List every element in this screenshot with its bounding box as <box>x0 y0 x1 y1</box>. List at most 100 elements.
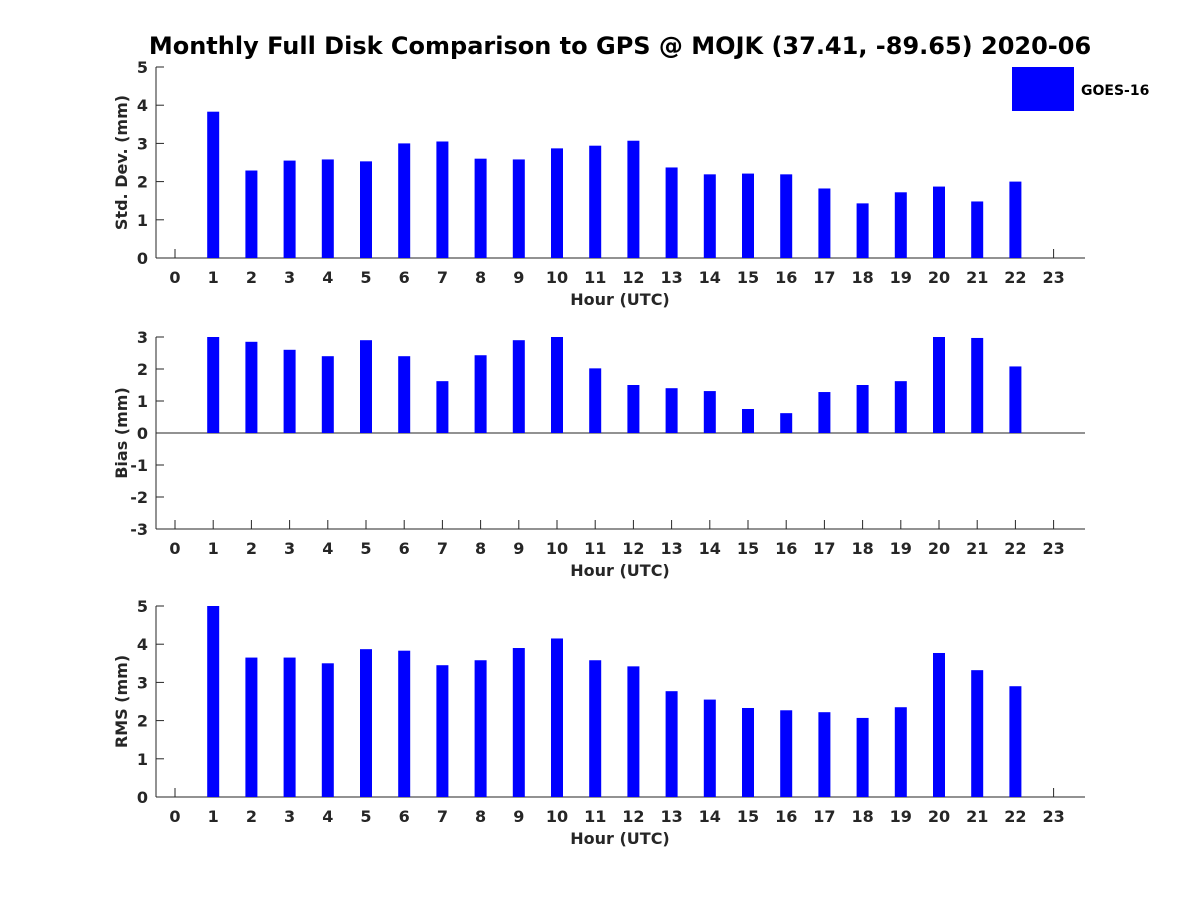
rms-bar-hour-20 <box>933 652 945 797</box>
bias-bar-hour-1 <box>207 337 220 433</box>
std-bar-hour-21 <box>971 201 984 258</box>
std-bar-hour-8 <box>474 158 487 258</box>
std-bar-hour-17 <box>818 188 831 258</box>
std-x-tick-label: 18 <box>851 268 873 287</box>
std-bar-hour-16 <box>780 174 793 258</box>
rms-bar-hour-12 <box>627 666 640 797</box>
rms-y-tick-label: 2 <box>137 712 148 731</box>
rms-x-tick-label: 4 <box>322 807 333 826</box>
bias-y-tick-label: -3 <box>130 520 148 539</box>
bias-y-tick-label: 0 <box>137 424 148 443</box>
rms-x-tick-label: 11 <box>584 807 606 826</box>
bias-x-tick-label: 10 <box>546 539 568 558</box>
bias-x-tick-label: 23 <box>1042 539 1064 558</box>
rms-y-tick-label: 5 <box>137 597 148 616</box>
bias-x-tick-label: 5 <box>360 539 371 558</box>
std-x-tick-label: 10 <box>546 268 568 287</box>
std-y-axis-label: Std. Dev. (mm) <box>112 95 131 230</box>
rms-bar-hour-3 <box>283 657 296 797</box>
rms-x-tick-label: 0 <box>169 807 180 826</box>
std-y-tick-label: 4 <box>137 96 148 115</box>
std-x-tick-label: 14 <box>699 268 721 287</box>
rms-bar-hour-17 <box>818 712 831 797</box>
bias-x-axis-label: Hour (UTC) <box>570 561 670 580</box>
rms-x-tick-label: 9 <box>513 807 524 826</box>
rms-x-tick-label: 23 <box>1042 807 1064 826</box>
rms-bar-hour-22 <box>1009 686 1022 797</box>
std-x-tick-label: 13 <box>660 268 682 287</box>
rms-bar-hour-10 <box>551 638 563 797</box>
bias-bar-hour-20 <box>933 337 945 433</box>
std-bar-hour-2 <box>245 170 258 258</box>
std-y-tick-label: 5 <box>137 58 148 77</box>
std-x-tick-label: 16 <box>775 268 797 287</box>
std-x-tick-label: 1 <box>208 268 219 287</box>
std-bar-hour-10 <box>551 148 563 258</box>
rms-bar-hour-4 <box>321 663 334 797</box>
rms-bar-hour-14 <box>703 699 716 797</box>
rms-bar-hour-18 <box>856 717 869 797</box>
rms-x-tick-label: 14 <box>699 807 721 826</box>
bias-x-tick-label: 13 <box>660 539 682 558</box>
bias-y-tick-label: 3 <box>137 328 148 347</box>
rms-bar-hour-19 <box>894 707 907 797</box>
rms-x-tick-label: 6 <box>399 807 410 826</box>
bias-x-tick-label: 9 <box>513 539 524 558</box>
rms-x-tick-label: 22 <box>1004 807 1026 826</box>
std-x-tick-label: 19 <box>890 268 912 287</box>
std-bar-hour-12 <box>627 140 640 258</box>
std-bar-hour-3 <box>283 160 296 258</box>
rms-x-tick-label: 7 <box>437 807 448 826</box>
std-bar-hour-7 <box>436 141 449 258</box>
bias-bar-hour-15 <box>742 409 754 433</box>
bias-bar-hour-22 <box>1009 366 1022 433</box>
bias-bar-hour-16 <box>780 413 793 433</box>
bias-bar-hour-5 <box>360 340 372 433</box>
bias-x-tick-label: 11 <box>584 539 606 558</box>
bias-bar-hour-13 <box>665 388 678 433</box>
std-x-tick-label: 3 <box>284 268 295 287</box>
bias-bar-hour-19 <box>894 381 907 433</box>
bias-bar-hour-7 <box>436 381 449 433</box>
std-x-tick-label: 22 <box>1004 268 1026 287</box>
std-y-tick-label: 1 <box>137 211 148 230</box>
rms-x-tick-label: 21 <box>966 807 988 826</box>
std-x-tick-label: 12 <box>622 268 644 287</box>
std-x-tick-label: 7 <box>437 268 448 287</box>
std-x-tick-label: 8 <box>475 268 486 287</box>
legend: GOES-16 <box>1012 67 1149 111</box>
bias-x-tick-label: 1 <box>208 539 219 558</box>
rms-y-tick-label: 4 <box>137 635 148 654</box>
std-bar-hour-4 <box>321 159 334 258</box>
std-x-tick-label: 5 <box>360 268 371 287</box>
rms-x-tick-label: 17 <box>813 807 835 826</box>
bias-bar-hour-8 <box>474 355 487 433</box>
bias-x-tick-label: 16 <box>775 539 797 558</box>
std-x-tick-label: 23 <box>1042 268 1064 287</box>
bias-x-tick-label: 8 <box>475 539 486 558</box>
std-bar-hour-5 <box>360 161 372 258</box>
rms-x-tick-label: 16 <box>775 807 797 826</box>
legend-swatch <box>1012 67 1074 111</box>
bias-bar-hour-14 <box>703 391 716 433</box>
std-y-tick-label: 2 <box>137 173 148 192</box>
std-bar-hour-1 <box>207 111 220 258</box>
rms-bar-hour-13 <box>665 691 678 797</box>
bias-x-tick-label: 14 <box>699 539 721 558</box>
std-x-tick-label: 4 <box>322 268 333 287</box>
rms-bar-hour-8 <box>474 660 487 797</box>
rms-x-tick-label: 8 <box>475 807 486 826</box>
rms-x-axis-label: Hour (UTC) <box>570 829 670 848</box>
std-bar-hour-11 <box>589 145 602 258</box>
std-x-tick-label: 11 <box>584 268 606 287</box>
bias-bar-hour-2 <box>245 341 258 433</box>
rms-bar-hour-15 <box>742 707 754 797</box>
rms-bar-hour-7 <box>436 665 449 797</box>
std-x-tick-label: 15 <box>737 268 759 287</box>
bias-x-tick-label: 21 <box>966 539 988 558</box>
rms-bar-hour-2 <box>245 657 258 797</box>
bias-x-tick-label: 12 <box>622 539 644 558</box>
std-x-axis-label: Hour (UTC) <box>570 290 670 309</box>
